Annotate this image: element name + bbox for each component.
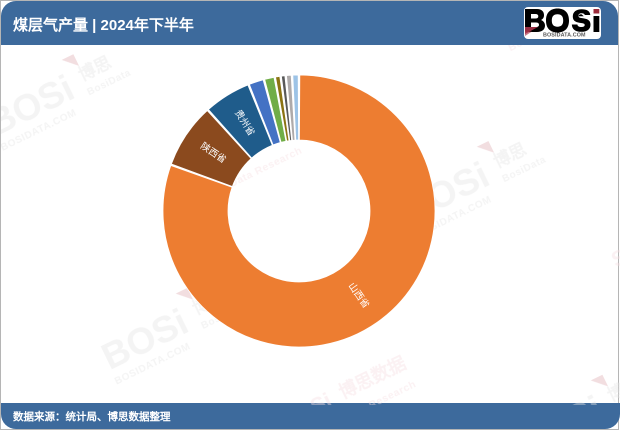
svg-text:BOSIDATA.COM: BOSIDATA.COM: [543, 32, 586, 38]
